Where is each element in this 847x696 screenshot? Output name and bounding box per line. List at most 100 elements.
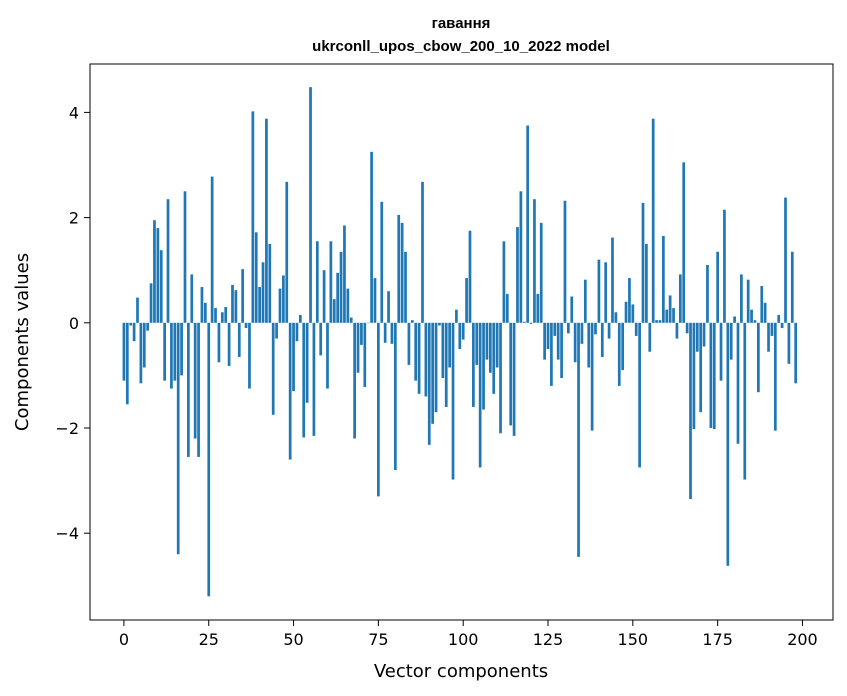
bar [790, 251, 794, 323]
bar [658, 320, 662, 323]
x-tick-label: 50 [283, 630, 303, 649]
bar [472, 322, 475, 407]
x-tick-label: 150 [618, 630, 649, 649]
bar [380, 201, 384, 323]
bar [214, 308, 217, 323]
bar [529, 322, 533, 324]
bar [441, 322, 445, 379]
bar [604, 262, 608, 323]
x-tick-label: 100 [448, 630, 479, 649]
bar [675, 322, 679, 339]
bar [587, 322, 591, 368]
bar [773, 322, 777, 431]
bar [159, 250, 163, 323]
bar [268, 243, 272, 323]
y-axis: −4 −2 0 2 4 [55, 103, 90, 543]
bar [404, 251, 407, 323]
bar [767, 322, 770, 352]
bar [689, 322, 692, 500]
bar [502, 241, 506, 323]
bar [560, 322, 563, 379]
bar [448, 322, 451, 368]
bar [343, 225, 346, 323]
bar [546, 322, 550, 350]
bar [322, 270, 326, 323]
bar [142, 322, 146, 368]
bar [495, 322, 499, 368]
bar [251, 111, 255, 323]
bar [577, 322, 580, 557]
bar [346, 288, 350, 323]
bar [770, 322, 774, 336]
y-tick-label: 2 [69, 209, 79, 228]
bar [400, 222, 404, 323]
x-tick-label: 175 [702, 630, 733, 649]
bar [743, 322, 747, 480]
bar [539, 222, 543, 323]
bar [763, 302, 767, 323]
bar [516, 227, 519, 323]
bar [787, 322, 791, 364]
bar [146, 322, 150, 331]
bar [220, 312, 224, 323]
bar [570, 296, 574, 323]
bar [315, 241, 319, 323]
bar [288, 322, 292, 460]
bar [655, 320, 658, 323]
bar [149, 283, 153, 323]
bar [488, 322, 492, 373]
bar [706, 264, 709, 323]
bar [607, 322, 611, 339]
bar [784, 197, 787, 323]
bar [573, 322, 577, 363]
bar [129, 322, 133, 326]
bar [434, 322, 438, 413]
bar [444, 322, 448, 407]
bar [505, 293, 509, 323]
bar [407, 322, 411, 365]
bar [295, 322, 299, 342]
bar [363, 322, 367, 387]
bar [723, 209, 726, 323]
bar [580, 322, 584, 344]
bar [397, 214, 401, 323]
bar [729, 322, 733, 360]
bar [312, 322, 316, 436]
bar [349, 317, 353, 323]
bar [265, 118, 268, 323]
bar [383, 322, 387, 343]
x-tick-label: 75 [368, 630, 388, 649]
bar [719, 322, 723, 381]
bar [736, 322, 740, 444]
bar [254, 232, 258, 323]
bar [668, 295, 672, 323]
bar [760, 285, 764, 323]
bar [614, 312, 618, 323]
x-tick-label: 0 [119, 630, 129, 649]
bar [122, 322, 126, 381]
bars-group [122, 87, 798, 597]
bar [519, 191, 523, 323]
bar [526, 125, 530, 323]
bar [645, 243, 648, 323]
bar [197, 322, 200, 457]
bar [224, 307, 228, 323]
bar [170, 322, 173, 389]
bar [319, 322, 323, 356]
y-tick-label: 4 [69, 103, 79, 122]
bar [356, 322, 360, 373]
bar [156, 228, 160, 323]
bar [336, 272, 340, 323]
bar [309, 87, 312, 323]
bar [699, 322, 703, 413]
bar [237, 322, 241, 357]
bar [132, 322, 136, 342]
bar [282, 275, 285, 323]
bar [556, 322, 560, 360]
bar [621, 322, 625, 371]
bar [753, 320, 757, 323]
bar [193, 322, 197, 439]
bar [665, 309, 669, 323]
bar [672, 308, 675, 323]
y-tick-label: 0 [69, 314, 79, 333]
